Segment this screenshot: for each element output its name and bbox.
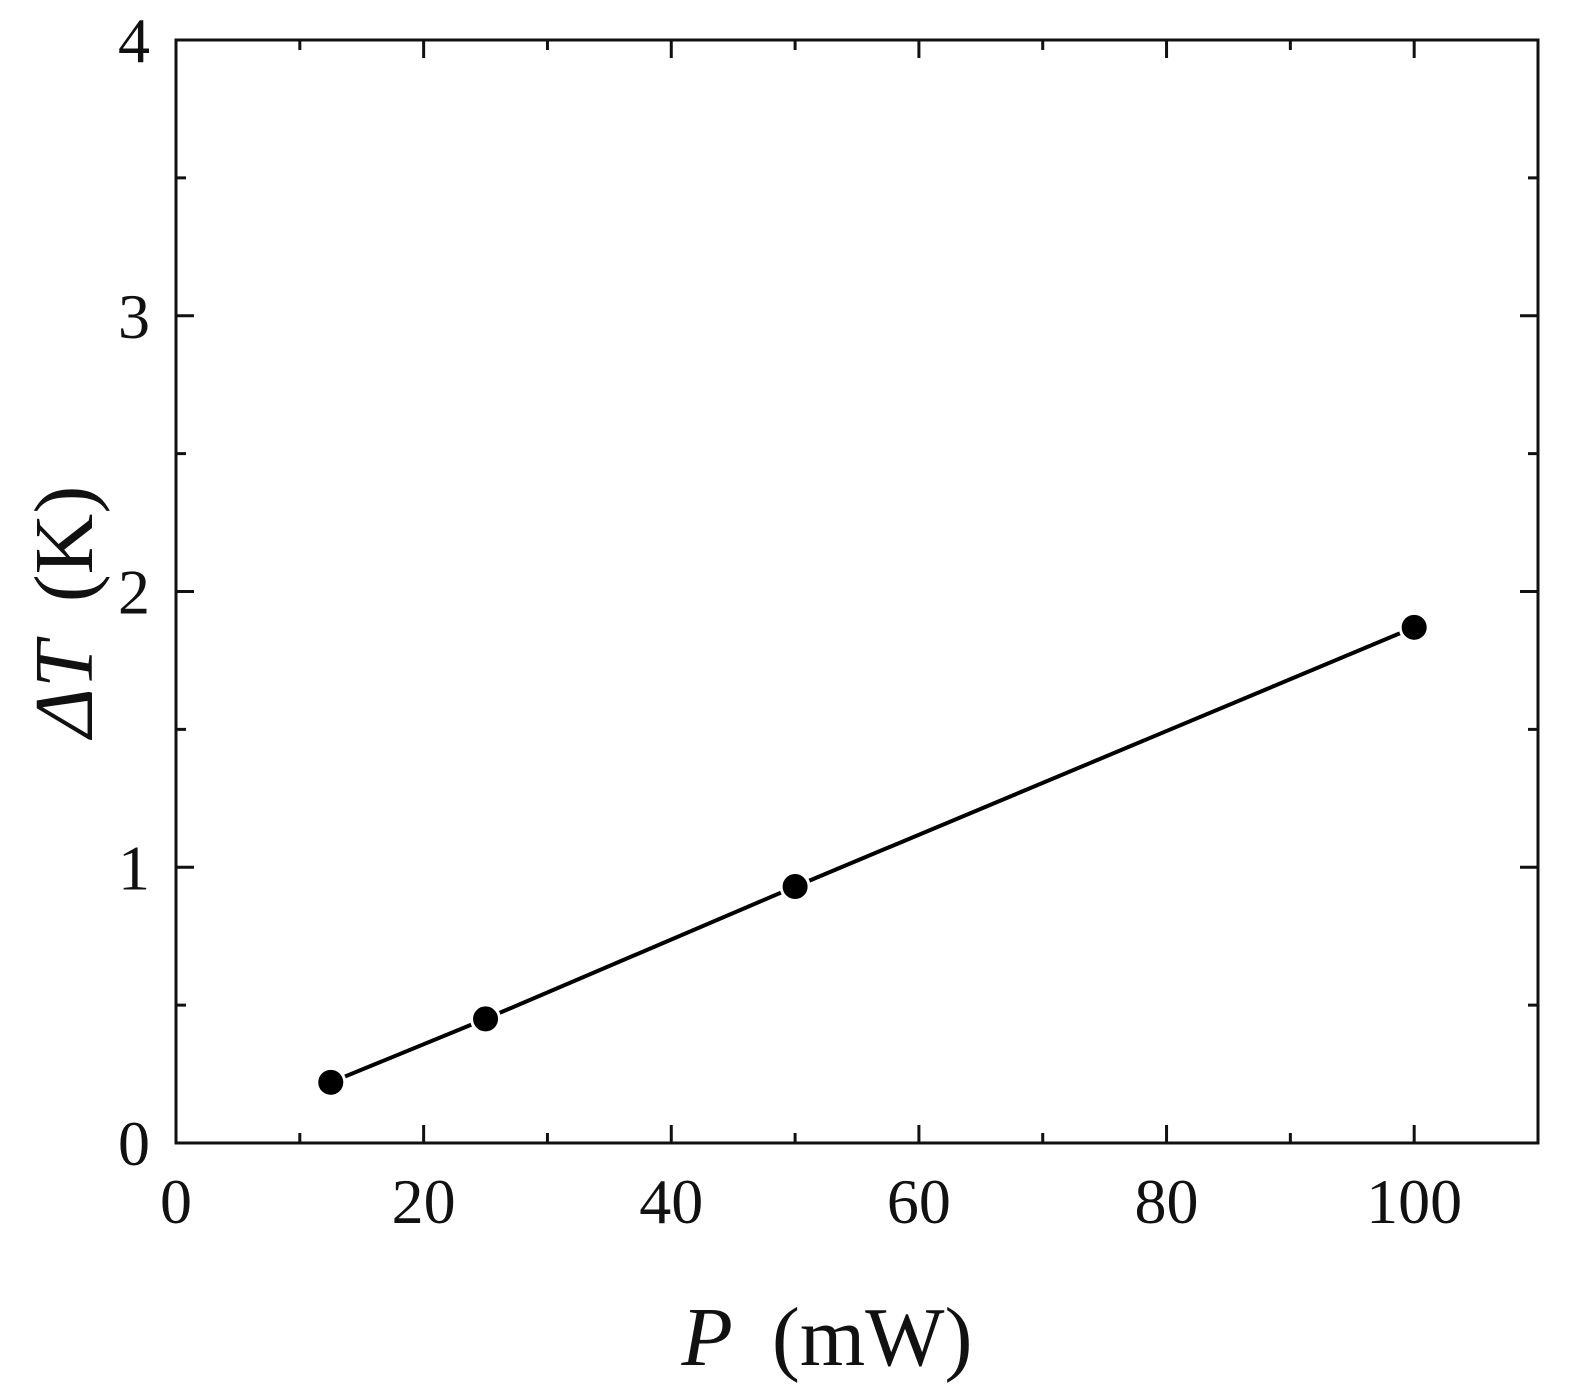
ticks-layer <box>174 38 1538 1145</box>
y-axis-title: ΔT (K) <box>18 486 111 741</box>
x-tick-label: 80 <box>1135 1166 1199 1237</box>
data-point <box>779 871 811 903</box>
x-tick-label: 100 <box>1366 1166 1462 1237</box>
x-tick-label: 60 <box>887 1166 951 1237</box>
x-tick-label: 0 <box>160 1166 192 1237</box>
x-axis-symbol: P <box>681 1291 733 1384</box>
y-tick-label: 4 <box>118 5 150 76</box>
y-tick-label: 0 <box>118 1108 150 1179</box>
y-axis-symbol: ΔT <box>18 636 111 740</box>
x-tick-label: 40 <box>639 1166 703 1237</box>
series-layer <box>315 611 1430 1098</box>
x-tick-label: 20 <box>392 1166 456 1237</box>
plot-frame <box>174 38 1540 1145</box>
x-axis-unit: (mW) <box>772 1291 973 1384</box>
y-tick-label: 1 <box>118 832 150 903</box>
y-tick-label: 2 <box>118 557 150 628</box>
data-point <box>315 1066 347 1098</box>
y-tick-label: 3 <box>118 281 150 352</box>
tick-labels-layer: 0 20 40 60 80 100 0 1 2 3 4 <box>118 5 1462 1237</box>
x-axis-title: P (mW) <box>681 1291 973 1384</box>
series-line <box>330 625 1415 1085</box>
data-point <box>1398 611 1430 643</box>
y-axis-unit: (K) <box>18 486 111 603</box>
data-point <box>470 1003 502 1035</box>
